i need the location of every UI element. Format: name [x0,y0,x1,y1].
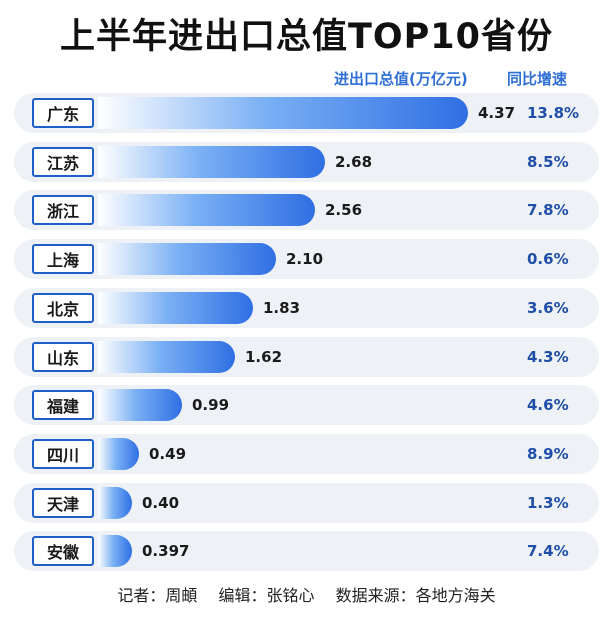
value-label: 2.56 [325,201,363,219]
value-label: 0.397 [142,542,190,560]
growth-label: 8.5% [527,153,569,171]
bar [98,535,132,567]
bar-row: 广东 4.37 13.8% [14,93,599,133]
growth-label: 7.8% [527,201,569,219]
province-label: 福建 [32,390,94,420]
province-label: 山东 [32,342,94,372]
chart-title: 上半年进出口总值TOP10省份 [60,17,553,57]
value-label: 0.49 [149,445,187,463]
bar [98,243,276,275]
province-label: 江苏 [32,147,94,177]
growth-label: 7.4% [527,542,569,560]
province-label: 上海 [32,244,94,274]
bar-row: 浙江 2.56 7.8% [14,190,599,230]
value-label: 0.99 [192,396,230,414]
bar [98,341,235,373]
growth-label: 1.3% [527,494,569,512]
bar-row: 安徽 0.397 7.4% [14,531,599,571]
bar [98,438,139,470]
province-label: 四川 [32,439,94,469]
bar [98,487,132,519]
value-label: 2.68 [335,153,373,171]
bar [98,194,315,226]
province-label: 浙江 [32,195,94,225]
bar [98,389,182,421]
growth-label: 13.8% [527,104,580,122]
growth-label: 3.6% [527,299,569,317]
province-label: 天津 [32,488,94,518]
growth-label: 4.6% [527,396,569,414]
value-label: 4.37 [478,104,516,122]
bar-row: 四川 0.49 8.9% [14,434,599,474]
footer-reporter: 记者：周頔 [117,586,198,605]
growth-column-header: 同比增速 [507,70,568,88]
bar-row: 上海 2.10 0.6% [14,239,599,279]
value-label: 2.10 [286,250,324,268]
province-label: 广东 [32,98,94,128]
value-column-header: 进出口总值(万亿元) [334,70,468,88]
bar-row: 福建 0.99 4.6% [14,385,599,425]
value-label: 1.83 [263,299,301,317]
bar-row: 北京 1.83 3.6% [14,288,599,328]
bar [98,97,468,129]
bar-row: 江苏 2.68 8.5% [14,142,599,182]
bar [98,146,325,178]
growth-label: 4.3% [527,348,569,366]
footer-source: 数据来源：各地方海关 [335,586,496,605]
province-label: 安徽 [32,536,94,566]
value-label: 1.62 [245,348,283,366]
bar-row: 山东 1.62 4.3% [14,337,599,377]
growth-label: 0.6% [527,250,569,268]
bar-row: 天津 0.40 1.3% [14,483,599,523]
footer-editor: 编辑：张铭心 [218,586,315,605]
footer: 记者：周頔 编辑：张铭心 数据来源：各地方海关 [0,582,613,606]
growth-label: 8.9% [527,445,569,463]
bar [98,292,253,324]
province-label: 北京 [32,293,94,323]
value-label: 0.40 [142,494,180,512]
